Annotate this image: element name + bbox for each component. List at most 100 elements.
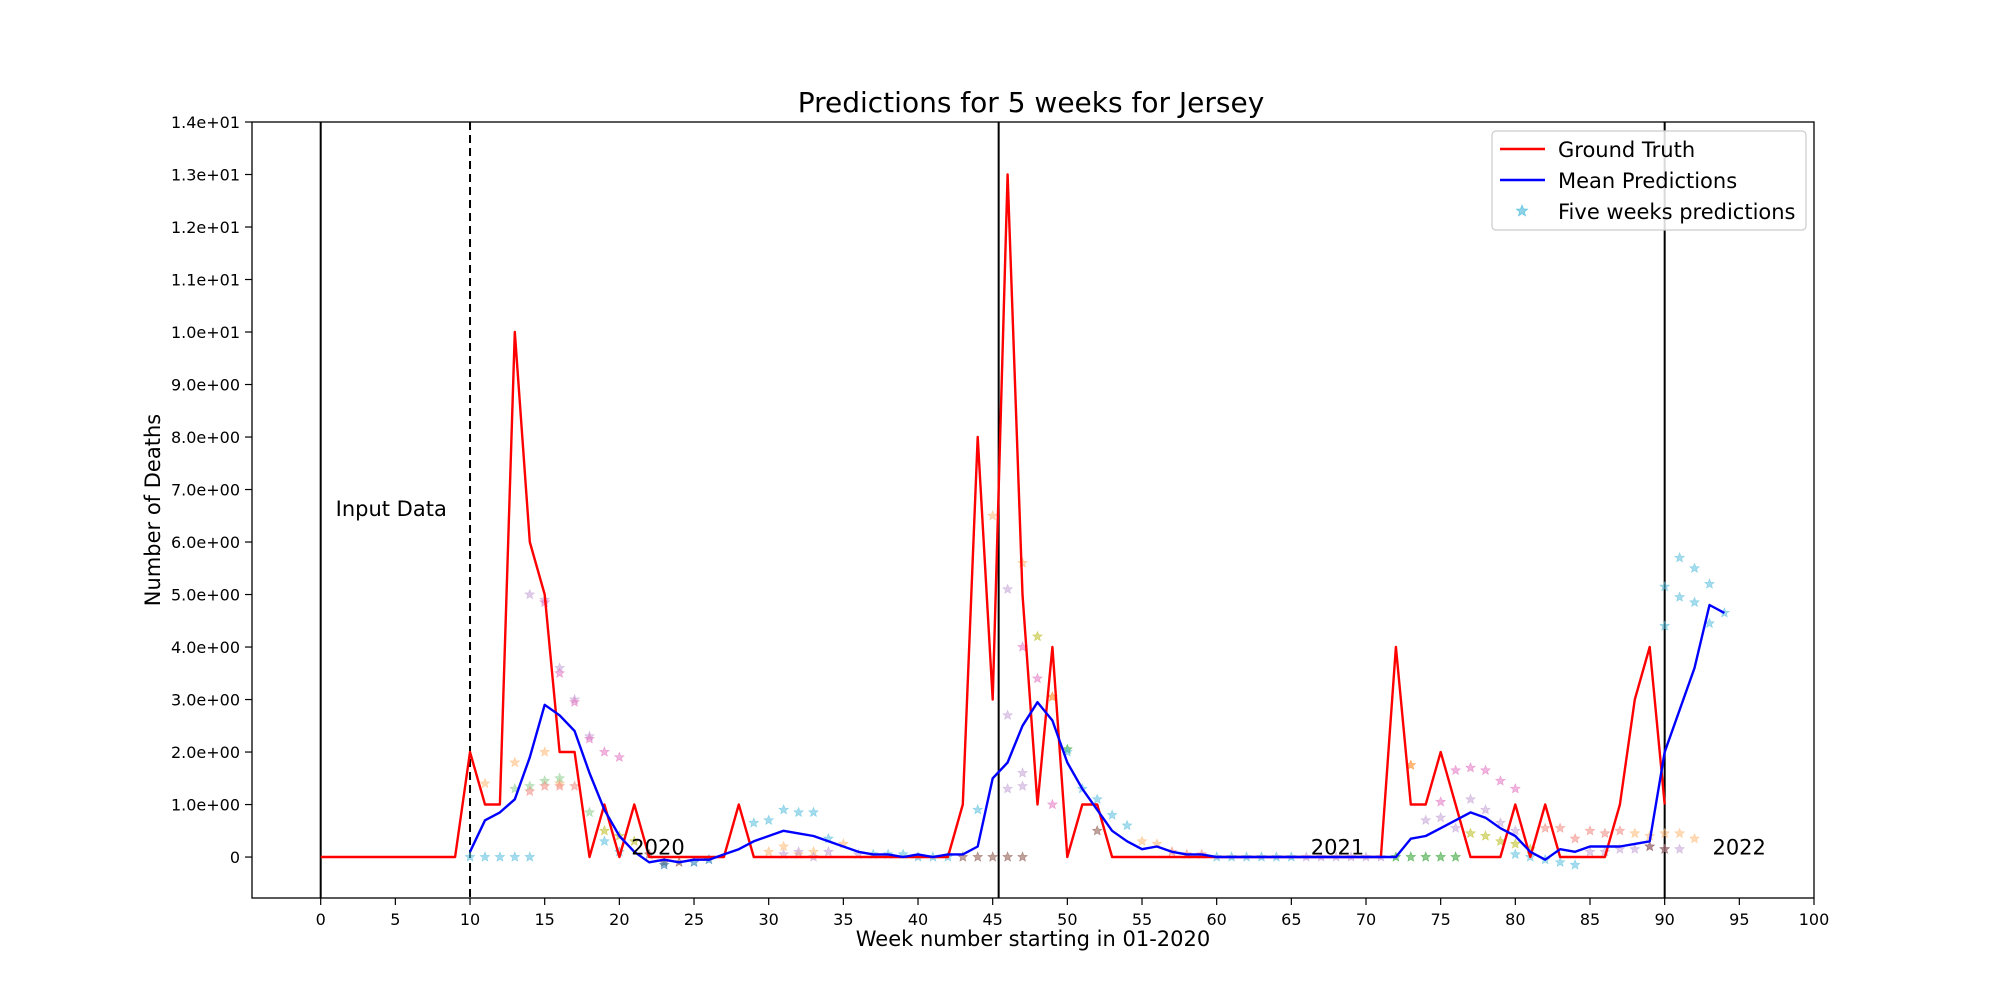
prediction-star-point <box>1479 830 1491 841</box>
prediction-star-point <box>1017 780 1029 791</box>
x-tick-label: 30 <box>759 910 779 929</box>
prediction-star-point <box>539 780 551 791</box>
prediction-star-point <box>1509 838 1521 849</box>
prediction-star-point <box>1554 822 1566 833</box>
prediction-star-point <box>1689 596 1701 608</box>
y-tick-label: 0 <box>230 848 240 867</box>
prediction-star-point <box>1031 672 1043 684</box>
prediction-star-point <box>1420 851 1432 862</box>
prediction-star-point <box>479 851 491 862</box>
y-tick-label: 1.2e+01 <box>171 218 240 237</box>
prediction-star-point <box>1494 775 1506 786</box>
x-tick-label: 0 <box>316 910 326 929</box>
x-tick-label: 75 <box>1430 910 1450 929</box>
x-tick-label: 95 <box>1729 910 1749 929</box>
prediction-star-point <box>1136 835 1148 846</box>
axes: 0 5 10 15 20 25 30 35 40 45 50 55 60 65 70 75 80 85 90 95 10… <box>171 113 1829 929</box>
prediction-star-point <box>569 696 581 707</box>
annotation-label: 2020 <box>631 835 684 859</box>
y-tick-label: 1.4e+01 <box>171 113 240 132</box>
prediction-star-point <box>583 733 595 744</box>
prediction-star-point <box>1494 835 1506 846</box>
prediction-star-point <box>1689 562 1701 573</box>
y-axis-label: Number of Deaths <box>141 414 165 606</box>
x-axis-label: Week number starting in 01-2020 <box>856 927 1210 951</box>
prediction-star-point <box>628 835 640 846</box>
y-tick-label: 1.0e+00 <box>171 796 240 815</box>
prediction-star-point <box>1450 851 1462 862</box>
prediction-star-point <box>987 851 999 862</box>
legend-star-glyph <box>1515 204 1529 217</box>
prediction-star-point <box>778 804 790 815</box>
x-tick-label: 55 <box>1132 910 1152 929</box>
legend-five-weeks-swatch-icon <box>1515 204 1529 217</box>
prediction-star-point <box>1703 578 1715 589</box>
prediction-star-point <box>1002 783 1014 794</box>
x-tick-label: 65 <box>1281 910 1301 929</box>
prediction-star-point <box>554 780 566 791</box>
y-tick-label: 6.0e+00 <box>171 533 240 552</box>
mean-predictions-line <box>468 603 1725 864</box>
x-tick-label: 35 <box>833 910 853 929</box>
plot-marks: Input Data 2020 2021 2022 <box>319 122 1766 898</box>
prediction-star-point <box>1584 825 1596 836</box>
prediction-star-point <box>763 814 775 825</box>
prediction-star-point <box>1465 793 1477 804</box>
y-tick-label: 5.0e+00 <box>171 586 240 605</box>
prediction-star-point <box>972 803 984 815</box>
prediction-star-point <box>539 746 551 757</box>
prediction-star-point <box>1614 825 1626 836</box>
x-tick-label: 70 <box>1356 910 1376 929</box>
prediction-star-point <box>509 756 521 768</box>
prediction-star-point <box>1494 817 1506 828</box>
prediction-star-point <box>1659 827 1671 839</box>
x-tick-label: 60 <box>1206 910 1226 929</box>
y-tick-label: 2.0e+00 <box>171 743 240 762</box>
prediction-star-point <box>1569 832 1581 844</box>
prediction-star-point <box>1599 827 1611 839</box>
prediction-star-point <box>1674 552 1686 563</box>
legend-ground-truth-label: Ground Truth <box>1558 138 1695 162</box>
y-tick-label: 7.0e+00 <box>171 481 240 500</box>
y-tick-label: 1.1e+01 <box>171 271 240 290</box>
prediction-star-point <box>1509 848 1521 860</box>
y-tick-label: 1.3e+01 <box>171 166 240 185</box>
prediction-star-point <box>748 817 760 828</box>
prediction-star-point <box>1435 851 1447 862</box>
prediction-star-point <box>1091 793 1103 804</box>
prediction-star-point <box>1569 859 1581 870</box>
prediction-star-point <box>822 846 834 857</box>
prediction-star-point <box>1659 843 1671 854</box>
prediction-star-point <box>598 746 610 757</box>
prediction-star-point <box>1479 764 1491 776</box>
prediction-star-point <box>583 806 595 818</box>
y-tick-label: 3.0e+00 <box>171 691 240 710</box>
x-tick-label: 10 <box>460 910 480 929</box>
prediction-star-point <box>1017 851 1029 862</box>
annotation-label: 2022 <box>1712 835 1765 859</box>
prediction-star-point <box>598 835 610 846</box>
prediction-star-point <box>1629 843 1641 854</box>
legend-box <box>1491 130 1807 231</box>
prediction-star-point <box>524 588 536 600</box>
x-tick-label: 80 <box>1505 910 1525 929</box>
prediction-star-point <box>554 667 566 678</box>
y-tick-label: 9.0e+00 <box>171 376 240 395</box>
prediction-star-point <box>494 851 506 862</box>
prediction-star-point <box>1435 811 1447 823</box>
prediction-star-point <box>1450 764 1462 776</box>
prediction-star-point <box>524 785 536 797</box>
prediction-star-point <box>1659 620 1671 631</box>
prediction-star-point <box>1091 825 1103 836</box>
prediction-star-point <box>1584 846 1596 857</box>
y-tick-label: 8.0e+00 <box>171 428 240 447</box>
annotation-label: 2021 <box>1311 835 1364 859</box>
prediction-star-point <box>479 777 491 789</box>
prediction-star-point <box>807 806 819 818</box>
x-tick-label: 50 <box>1057 910 1077 929</box>
chart-title: Predictions for 5 weeks for Jersey <box>798 86 1265 119</box>
prediction-star-point <box>1659 580 1671 592</box>
prediction-star-point <box>1405 851 1417 862</box>
prediction-star-point <box>1509 825 1521 836</box>
